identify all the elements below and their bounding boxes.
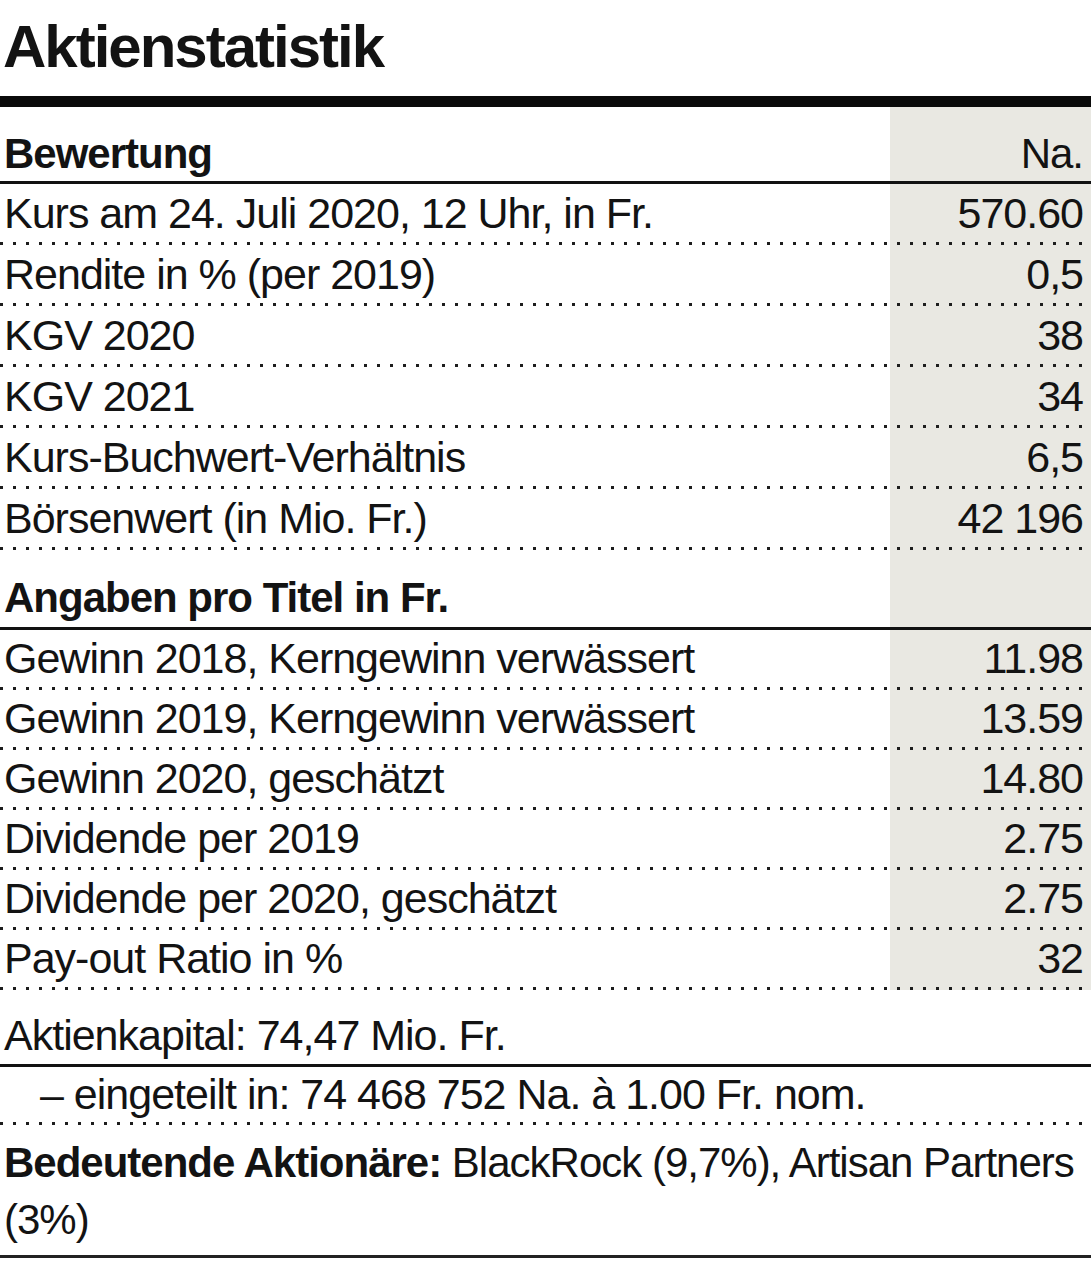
table-header-row: Bewertung Na. bbox=[0, 107, 1091, 181]
value-column-header: Na. bbox=[1021, 130, 1083, 178]
section-angaben-rows: Gewinn 2018, Kerngewinn verwässert 11.98… bbox=[0, 630, 1091, 990]
row-value: 2.75 bbox=[1003, 814, 1083, 863]
row-value: 0,5 bbox=[1026, 250, 1083, 299]
row-label: Börsenwert (in Mio. Fr.) bbox=[4, 494, 427, 543]
table-row: Gewinn 2019, Kerngewinn verwässert 13.59 bbox=[0, 690, 1091, 747]
major-shareholders-label: Bedeutende Aktionäre: bbox=[4, 1139, 441, 1186]
section-heading-row: Angaben pro Titel in Fr. bbox=[0, 550, 1091, 627]
table-row: Gewinn 2018, Kerngewinn verwässert 11.98 bbox=[0, 630, 1091, 687]
section-heading-angaben: Angaben pro Titel in Fr. bbox=[4, 574, 448, 622]
table-row: Pay-out Ratio in % 32 bbox=[0, 930, 1091, 987]
share-capital-line: Aktienkapital: 74,47 Mio. Fr. bbox=[0, 1012, 1091, 1058]
dotted-divider bbox=[0, 987, 1091, 990]
section-bewertung-rows: Kurs am 24. Juli 2020, 12 Uhr, in Fr. 57… bbox=[0, 184, 1091, 550]
row-value: 2.75 bbox=[1003, 874, 1083, 923]
row-value: 14.80 bbox=[980, 754, 1083, 803]
page-title: Aktienstatistik bbox=[3, 14, 1091, 80]
row-label: Gewinn 2020, geschätzt bbox=[4, 754, 443, 803]
share-split-line: – eingeteilt in: 74 468 752 Na. à 1.00 F… bbox=[0, 1067, 1091, 1122]
statistics-table: Bewertung Na. Kurs am 24. Juli 2020, 12 … bbox=[0, 107, 1091, 990]
row-label: Pay-out Ratio in % bbox=[4, 934, 342, 983]
row-label: Dividende per 2019 bbox=[4, 814, 359, 863]
table-row: Kurs-Buchwert-Verhältnis 6,5 bbox=[0, 428, 1091, 486]
row-value: 34 bbox=[1037, 372, 1083, 421]
row-value: 11.98 bbox=[984, 634, 1083, 683]
table-row: Rendite in % (per 2019) 0,5 bbox=[0, 245, 1091, 303]
table-row: Dividende per 2020, geschätzt 2.75 bbox=[0, 870, 1091, 927]
row-value: 38 bbox=[1037, 311, 1083, 360]
table-row: Gewinn 2020, geschätzt 14.80 bbox=[0, 750, 1091, 807]
row-label: KGV 2020 bbox=[4, 311, 194, 360]
row-value: 13.59 bbox=[980, 694, 1083, 743]
major-shareholders-paragraph: Bedeutende Aktionäre: BlackRock (9,7%), … bbox=[0, 1134, 1091, 1248]
row-label: Gewinn 2018, Kerngewinn verwässert bbox=[4, 634, 694, 683]
row-label: Rendite in % (per 2019) bbox=[4, 250, 435, 299]
row-value: 32 bbox=[1037, 934, 1083, 983]
row-value: 42 196 bbox=[957, 494, 1083, 543]
row-label: Kurs am 24. Juli 2020, 12 Uhr, in Fr. bbox=[4, 189, 653, 238]
row-value: 570.60 bbox=[957, 189, 1083, 238]
table-row: KGV 2020 38 bbox=[0, 306, 1091, 364]
row-label: Kurs-Buchwert-Verhältnis bbox=[4, 433, 465, 482]
row-label: Gewinn 2019, Kerngewinn verwässert bbox=[4, 694, 694, 743]
table-row: Kurs am 24. Juli 2020, 12 Uhr, in Fr. 57… bbox=[0, 184, 1091, 242]
section-heading-bewertung: Bewertung bbox=[4, 130, 212, 178]
top-thick-rule bbox=[0, 96, 1091, 107]
row-value: 6,5 bbox=[1026, 433, 1083, 482]
table-row: KGV 2021 34 bbox=[0, 367, 1091, 425]
table-row: Börsenwert (in Mio. Fr.) 42 196 bbox=[0, 489, 1091, 547]
dotted-divider bbox=[0, 1122, 1091, 1125]
table-row: Dividende per 2019 2.75 bbox=[0, 810, 1091, 867]
share-capital-rule bbox=[0, 1064, 1091, 1067]
bottom-rule bbox=[0, 1255, 1091, 1258]
row-label: KGV 2021 bbox=[4, 372, 194, 421]
row-label: Dividende per 2020, geschätzt bbox=[4, 874, 556, 923]
